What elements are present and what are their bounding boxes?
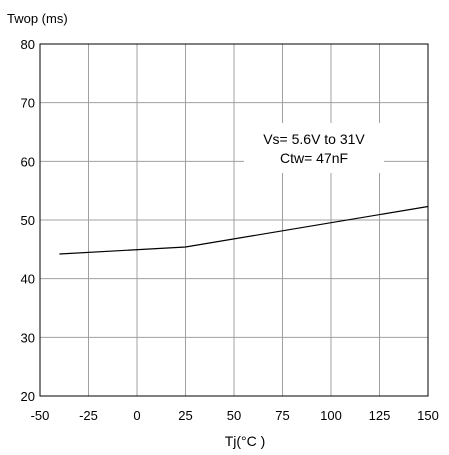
y-tick-label: 50 bbox=[21, 213, 35, 228]
series-line bbox=[59, 205, 429, 255]
annotation-line-2: Ctw= 47nF bbox=[280, 150, 348, 166]
y-tick-label: 80 bbox=[21, 37, 35, 52]
x-axis-label: Tj(°C ) bbox=[225, 433, 266, 449]
annotation-line-1: Vs= 5.6V to 31V bbox=[263, 131, 365, 147]
y-tick-label: 40 bbox=[21, 272, 35, 287]
x-tick-label: 0 bbox=[133, 408, 140, 423]
x-tick-label: 100 bbox=[320, 408, 342, 423]
x-tick-label: 50 bbox=[227, 408, 241, 423]
y-axis-label: Twop (ms) bbox=[7, 11, 68, 26]
y-tick-label: 70 bbox=[21, 96, 35, 111]
y-tick-label: 30 bbox=[21, 330, 35, 345]
x-tick-label: 125 bbox=[369, 408, 391, 423]
condition-annotation: Vs= 5.6V to 31V Ctw= 47nF bbox=[244, 123, 384, 173]
x-tick-label: 150 bbox=[417, 408, 439, 423]
y-tick-label: 60 bbox=[21, 154, 35, 169]
x-tick-label: 25 bbox=[178, 408, 192, 423]
y-tick-labels: 20 30 40 50 60 70 80 bbox=[21, 37, 35, 404]
x-tick-label: 75 bbox=[275, 408, 289, 423]
series-layer bbox=[59, 205, 429, 255]
grid bbox=[40, 44, 428, 396]
x-tick-labels: -50 -25 0 25 50 75 100 125 150 bbox=[31, 408, 439, 423]
x-tick-label: -50 bbox=[31, 408, 50, 423]
x-tick-label: -25 bbox=[79, 408, 98, 423]
plot-frame bbox=[39, 43, 429, 397]
y-tick-label: 20 bbox=[21, 389, 35, 404]
annotation-background bbox=[244, 123, 384, 173]
